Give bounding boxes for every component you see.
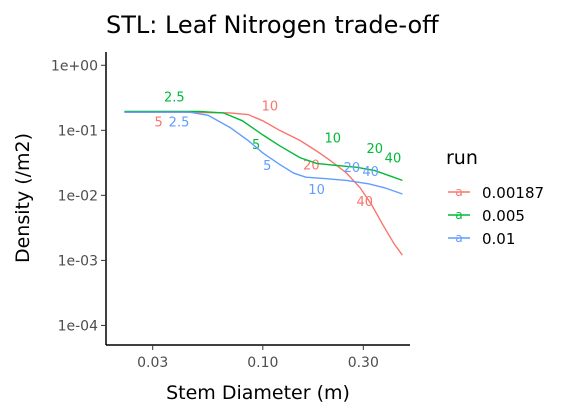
legend-key-glyph: a	[455, 208, 462, 222]
series-line-0.005	[124, 110, 403, 182]
series-annotation: 40	[362, 165, 379, 180]
legend: run a 0.00187 a 0.005 a 0.01	[446, 147, 544, 248]
y-tick-label: 1e-02	[58, 188, 98, 204]
x-tick-label: 0.30	[348, 355, 379, 371]
series-line-0.00187	[124, 111, 403, 256]
y-tick-label: 1e-04	[58, 318, 98, 334]
legend-title: run	[446, 147, 478, 169]
x-axis-title: Stem Diameter (m)	[166, 382, 350, 404]
series-annotation: 10	[325, 131, 342, 146]
y-axis-title: Density (/m2)	[12, 133, 34, 263]
y-tick-label: 1e-03	[58, 253, 98, 269]
y-tick-label: 1e-01	[58, 123, 98, 139]
series-annotation: 40	[385, 151, 402, 166]
legend-key-glyph: a	[455, 185, 462, 199]
x-axis-ticks: 0.03 0.10 0.30	[137, 345, 379, 371]
series-annotation: 5	[154, 115, 162, 130]
series-annotation: 10	[262, 100, 279, 115]
legend-item: a 0.01	[448, 230, 515, 248]
series-annotation: 5	[263, 159, 271, 174]
series-annotation: 2.5	[164, 91, 185, 106]
legend-key-glyph: a	[455, 231, 462, 245]
chart-title: STL: Leaf Nitrogen trade-off	[106, 11, 439, 39]
legend-item: a 0.005	[448, 207, 525, 225]
x-tick-label: 0.03	[137, 355, 168, 371]
legend-label: 0.00187	[482, 184, 544, 202]
x-tick-label: 0.10	[247, 355, 278, 371]
series-annotation: 40	[357, 195, 374, 210]
legend-label: 0.01	[482, 230, 515, 248]
legend-item: a 0.00187	[448, 184, 544, 202]
y-tick-label: 1e+00	[51, 58, 98, 74]
series-annotation: 20	[344, 161, 361, 176]
y-axis-ticks: 1e-04 1e-03 1e-02 1e-01 1e+00	[51, 58, 106, 334]
series-annotation: 2.5	[169, 115, 190, 130]
series-annotation: 20	[303, 158, 320, 173]
series-line-0.01	[124, 111, 403, 195]
legend-label: 0.005	[482, 207, 525, 225]
series-annotation: 20	[366, 142, 383, 157]
series-annotation: 10	[308, 183, 325, 198]
series-annotation: 5	[252, 138, 260, 153]
